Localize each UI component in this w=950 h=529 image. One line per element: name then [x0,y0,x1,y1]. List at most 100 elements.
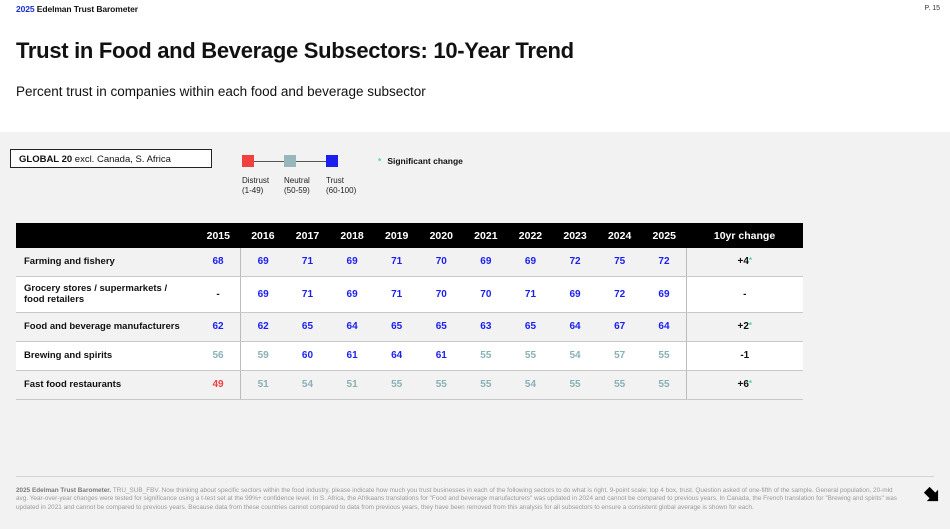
header-blank [16,223,196,248]
table-cell: 62 [196,312,242,342]
table-cell: 69 [508,248,553,277]
significance-star-icon: * [748,379,753,388]
table-cell: 69 [552,276,598,313]
table-cell: 55 [597,370,642,400]
arrow-next-icon[interactable] [921,484,941,504]
table-cell: 64 [374,341,419,371]
page-subtitle: Percent trust in companies within each f… [16,84,426,99]
table-cell: 71 [374,276,419,313]
table-cell: 61 [418,341,464,371]
table-cell: 55 [508,341,553,371]
table-cell: 69 [641,276,687,313]
footnote-divider [16,476,934,477]
column-header: 2019 [374,223,419,248]
table-cell: 71 [285,248,330,277]
column-header-change: 10yr change [686,223,803,248]
table-cell: 54 [508,370,553,400]
table-cell: 75 [597,248,642,277]
footnote: 2025 Edelman Trust Barometer. TRU_SUB_FB… [16,487,904,512]
change-cell: -1 [686,341,803,371]
table-cell: 51 [329,370,375,400]
table-cell: 64 [329,312,375,342]
legend-distrust-range: (1-49) [242,186,264,195]
table-cell: 69 [329,276,375,313]
significant-change-legend: * Significant change [378,156,463,166]
legend-swatch-neutral [284,155,296,167]
change-cell: - [686,276,803,313]
legend-trust-range: (60-100) [326,186,357,195]
change-value: -1 [740,350,750,361]
row-label: Grocery stores / supermarkets / food ret… [16,276,196,313]
legend-swatch-distrust [242,155,254,167]
page-title: Trust in Food and Beverage Subsectors: 1… [16,38,574,63]
change-cell: +2* [686,312,803,342]
row-label: Brewing and spirits [16,341,196,371]
change-value: +2 [737,321,749,332]
row-label: Food and beverage manufacturers [16,312,196,342]
column-header: 2022 [508,223,553,248]
table-cell: 59 [240,341,286,371]
table-row: Brewing and spirits 56 59 60 61 64 61 55 55 54 57 5… [16,341,803,371]
row-label: Farming and fishery [16,248,196,277]
table-cell: 65 [285,312,330,342]
legend-label-trust: Trust (60-100) [326,176,356,196]
column-header: 2017 [285,223,330,248]
table-cell: 65 [418,312,464,342]
significant-change-label: Significant change [387,156,463,166]
table-cell: 54 [552,341,598,371]
significance-star-icon: * [748,256,753,266]
table-cell: 68 [196,248,242,277]
table-cell: 49 [196,370,242,400]
table-cell: 71 [508,276,553,313]
significance-star-icon: * [378,156,382,166]
column-header: 2021 [463,223,509,248]
table-cell: 69 [240,276,286,313]
table-cell: 71 [374,248,419,277]
column-header: 2020 [418,223,464,248]
column-header: 2024 [597,223,642,248]
table-cell: 61 [329,341,375,371]
slide-header: 2025 Edelman Trust Barometer P. 15 Trust… [0,0,950,132]
legend-swatch-trust [326,155,338,167]
table-cell: 72 [641,248,687,277]
table-cell: 64 [641,312,687,342]
legend-neutral-range: (50-59) [284,186,310,195]
legend-neutral-label: Neutral [284,176,310,185]
footnote-text: TRU_SUB_FBV. Now thinking about specific… [16,487,898,511]
table-cell: 65 [508,312,553,342]
table-cell: 54 [285,370,330,400]
table-cell: 51 [240,370,286,400]
legend-distrust-label: Distrust [242,176,270,185]
legend-trust-label: Trust [326,176,344,185]
significance-star-icon: * [748,321,753,330]
table-cell: 55 [463,341,509,371]
table-cell: 55 [374,370,419,400]
table-header-row: 2015 2016 2017 2018 2019 2020 2021 2022 2023 2024… [16,223,803,248]
column-header: 2015 [196,223,241,248]
trend-table: 2015 2016 2017 2018 2019 2020 2021 2022 2023 2024… [16,223,803,400]
table-cell: 72 [552,248,598,277]
table-cell: 65 [374,312,419,342]
change-cell: +4* [686,248,803,277]
page-number: P. 15 [924,5,940,12]
table-cell: 69 [329,248,375,277]
table-cell: 64 [552,312,598,342]
row-label: Fast food restaurants [16,370,196,400]
table-cell: 56 [196,341,242,371]
table-cell: 55 [552,370,598,400]
legend-label-distrust: Distrust (1-49) [242,176,269,196]
scope-bold: GLOBAL 20 [19,154,73,165]
table-cell: 71 [285,276,330,313]
table-cell: 60 [285,341,330,371]
table-cell: 69 [240,248,286,277]
table-cell: 67 [597,312,642,342]
table-cell: 62 [240,312,286,342]
column-header: 2025 [641,223,687,248]
table-cell: 55 [418,370,464,400]
brand-name: Edelman Trust Barometer [36,4,138,14]
footnote-source: 2025 Edelman Trust Barometer. [16,487,112,494]
change-cell: +6* [686,370,803,400]
table-row: Farming and fishery 68 69 71 69 71 70 69 69 72 75 7… [16,248,803,277]
table-cell: 70 [463,276,509,313]
table-cell: 55 [641,341,687,371]
